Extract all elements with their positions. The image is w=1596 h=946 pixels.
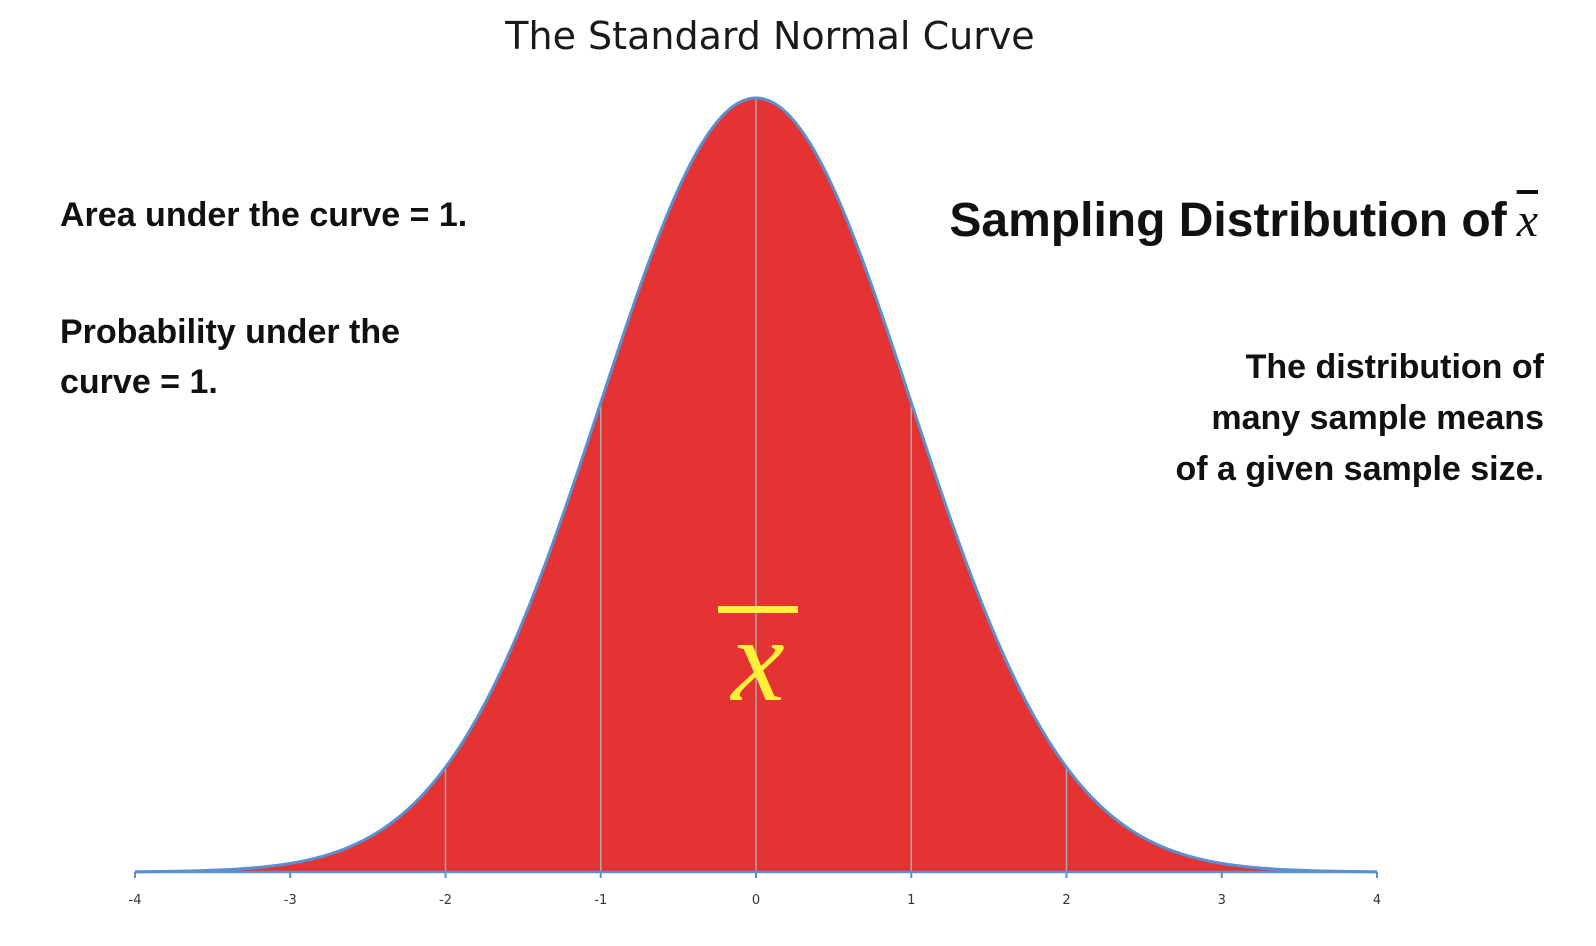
x-tick-label: -1 [594,893,607,908]
x-tick-label: 4 [1373,893,1381,908]
description-line-2: many sample means [1211,399,1544,437]
probability-note-line-2: curve = 1. [60,363,218,401]
normal-curve-line [134,96,1378,874]
sampling-distribution-heading: Sampling Distribution of x [949,193,1538,248]
x-tick-label: -2 [439,893,452,908]
x-tick-label: 2 [1062,893,1070,908]
description-line-3: of a given sample size. [1175,450,1544,488]
x-tick-label: -3 [284,893,297,908]
chart-title: The Standard Normal Curve [505,14,1035,58]
probability-note: Probability under the curve = 1. [60,307,400,407]
area-note: Area under the curve = 1. [60,196,468,234]
x-tick-label: 1 [907,893,915,908]
x-tick-label: 0 [752,893,760,908]
sampling-heading-xbar: x [1516,194,1538,247]
description-line-1: The distribution of [1245,348,1544,386]
x-tick-label: 3 [1218,893,1226,908]
probability-note-line-1: Probability under the [60,313,401,351]
xbar-center-symbol: x [729,593,784,726]
xbar-bar [718,606,798,613]
sampling-heading-text: Sampling Distribution of [949,194,1507,247]
sampling-description: The distribution of many sample means of… [1176,342,1544,495]
x-tick-label: -4 [129,893,142,908]
